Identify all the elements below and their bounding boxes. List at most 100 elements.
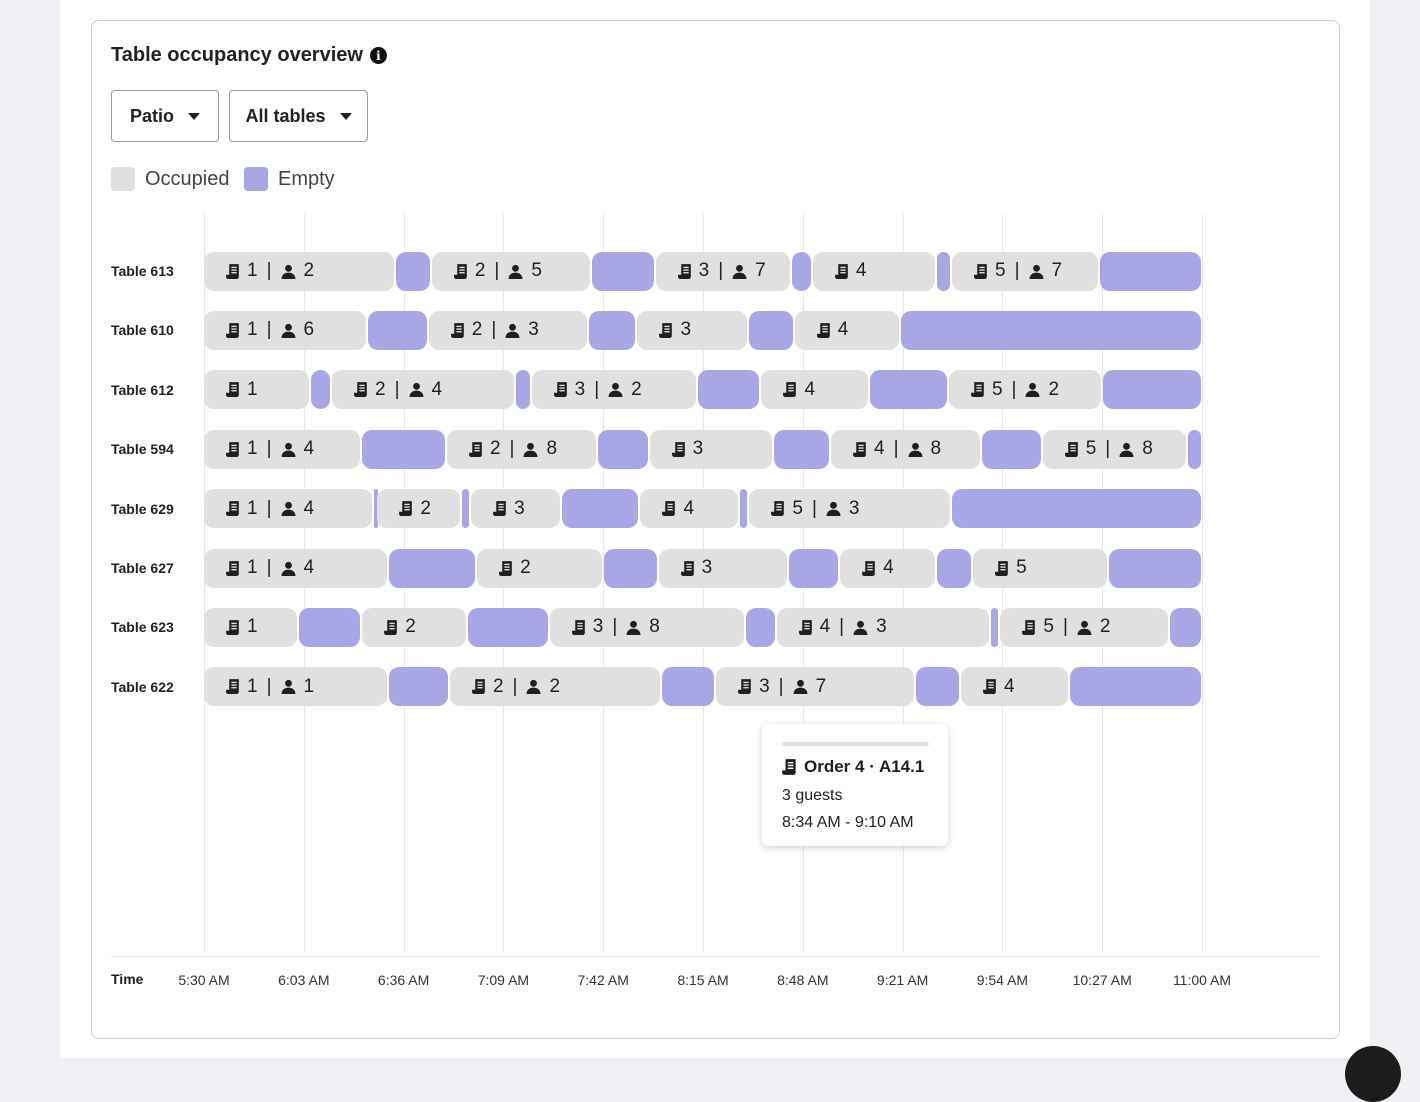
empty-segment[interactable] <box>1109 548 1201 588</box>
empty-segment[interactable] <box>749 310 793 350</box>
occupied-segment[interactable]: 1 <box>204 607 297 647</box>
occupied-segment[interactable]: 2 <box>377 489 461 529</box>
empty-segment[interactable] <box>389 548 476 588</box>
occupied-segment[interactable]: 2 | 3 <box>428 310 588 350</box>
occupied-segment[interactable]: 4 <box>794 310 899 350</box>
empty-segment[interactable] <box>791 251 811 291</box>
person-icon <box>732 264 747 279</box>
empty-segment[interactable] <box>592 251 654 291</box>
receipt-icon <box>862 560 875 576</box>
x-tick-label: 11:00 AM <box>1172 972 1232 988</box>
occupied-segment[interactable]: 1 | 4 <box>204 429 361 469</box>
receipt-icon <box>816 322 830 338</box>
occupied-segment[interactable]: 2 | 8 <box>446 429 597 469</box>
occupied-segment[interactable]: 4 <box>812 251 935 291</box>
empty-segment[interactable] <box>395 251 430 291</box>
empty-segment[interactable] <box>310 370 330 410</box>
area-dropdown[interactable]: Patio <box>111 90 219 142</box>
occupied-segment[interactable]: 1 | 4 <box>204 548 388 588</box>
occupied-segment[interactable]: 3 <box>649 429 772 469</box>
occupied-segment[interactable]: 4 <box>761 370 869 410</box>
occupied-segment[interactable]: 1 | 6 <box>204 310 367 350</box>
empty-segment[interactable] <box>298 607 361 647</box>
person-icon <box>281 264 295 279</box>
info-circle-icon[interactable]: i <box>369 47 387 64</box>
empty-segment[interactable] <box>516 370 530 410</box>
empty-segment[interactable] <box>982 429 1041 469</box>
separator: | <box>266 438 272 460</box>
empty-segment[interactable] <box>661 667 715 707</box>
guest-count: 5 <box>531 260 542 281</box>
occupied-segment[interactable]: 3 <box>471 489 560 529</box>
empty-segment[interactable] <box>462 489 470 529</box>
tables-dropdown[interactable]: All tables <box>229 90 368 142</box>
empty-segment[interactable] <box>1103 370 1201 410</box>
empty-segment[interactable] <box>788 548 839 588</box>
empty-segment[interactable] <box>368 310 427 350</box>
occupied-segment[interactable]: 2 <box>477 548 603 588</box>
occupied-segment[interactable]: 4 <box>840 548 935 588</box>
empty-segment[interactable] <box>362 429 445 469</box>
empty-segment[interactable] <box>589 310 636 350</box>
empty-segment[interactable] <box>900 310 1201 350</box>
empty-segment[interactable] <box>936 548 972 588</box>
x-tick-label: 10:27 AM <box>1072 972 1132 988</box>
order-number: 5 <box>792 497 803 519</box>
empty-segment[interactable] <box>1169 607 1201 647</box>
occupied-segment[interactable]: 5 | 3 <box>749 489 950 529</box>
empty-segment[interactable] <box>1069 667 1201 707</box>
occupied-segment[interactable]: 4 <box>640 489 739 529</box>
empty-segment[interactable] <box>951 489 1201 529</box>
empty-segment[interactable] <box>1100 251 1201 291</box>
occupied-segment[interactable]: 3 <box>658 548 787 588</box>
occupied-segment[interactable]: 1 | 4 <box>204 489 373 529</box>
empty-segment[interactable] <box>740 489 748 529</box>
empty-segment[interactable] <box>561 489 639 529</box>
occupied-segment[interactable]: 3 | 7 <box>716 667 914 707</box>
empty-segment[interactable] <box>773 429 829 469</box>
guest-count: 3 <box>848 497 860 519</box>
card-title-text: Table occupancy overview <box>111 44 363 66</box>
empty-segment[interactable] <box>598 429 648 469</box>
floating-action-button[interactable] <box>1345 1046 1401 1102</box>
empty-segment[interactable] <box>468 607 548 647</box>
empty-segment[interactable] <box>604 548 657 588</box>
occupied-segment[interactable]: 2 | 4 <box>332 370 515 410</box>
occupied-segment[interactable]: 5 | 2 <box>948 370 1102 410</box>
empty-segment[interactable] <box>746 607 775 647</box>
empty-segment[interactable] <box>1187 429 1201 469</box>
order-number: 1 <box>247 616 258 638</box>
occupied-segment[interactable]: 2 | 2 <box>449 667 660 707</box>
occupied-segment[interactable]: 4 | 3 <box>776 607 990 647</box>
guest-count: 4 <box>303 557 315 578</box>
occupied-segment[interactable]: 5 | 8 <box>1042 429 1186 469</box>
grid-line <box>1202 214 1203 952</box>
person-icon <box>608 383 623 398</box>
occupied-segment[interactable]: 5 | 7 <box>951 251 1099 291</box>
occupied-segment[interactable]: 4 <box>961 667 1068 707</box>
occupied-segment[interactable]: 3 <box>637 310 748 350</box>
empty-segment[interactable] <box>870 370 947 410</box>
guest-count: 2 <box>303 260 315 281</box>
occupied-segment[interactable]: 1 | 1 <box>204 667 388 707</box>
empty-segment[interactable] <box>389 667 448 707</box>
empty-segment[interactable] <box>915 667 960 707</box>
occupied-segment[interactable]: 5 | 2 <box>1000 607 1168 647</box>
empty-segment[interactable] <box>374 489 379 529</box>
occupied-segment[interactable]: 1 | 2 <box>204 251 394 291</box>
empty-segment[interactable] <box>936 251 950 291</box>
occupied-segment[interactable]: 3 | 2 <box>531 370 696 410</box>
empty-segment[interactable] <box>697 370 760 410</box>
order-number: 4 <box>683 497 695 519</box>
empty-segment[interactable] <box>991 607 999 647</box>
occupied-segment[interactable]: 3 | 8 <box>549 607 745 647</box>
occupied-segment[interactable]: 4 | 8 <box>831 429 981 469</box>
occupied-segment[interactable]: 1 <box>204 370 309 410</box>
occupied-segment[interactable]: 5 <box>973 548 1108 588</box>
receipt-icon <box>469 441 482 457</box>
receipt-icon <box>680 560 694 576</box>
occupied-segment[interactable]: 3 | 7 <box>655 251 790 291</box>
occupied-segment[interactable]: 2 | 5 <box>431 251 591 291</box>
order-number: 4 <box>883 557 894 578</box>
occupied-segment[interactable]: 2 <box>362 607 467 647</box>
